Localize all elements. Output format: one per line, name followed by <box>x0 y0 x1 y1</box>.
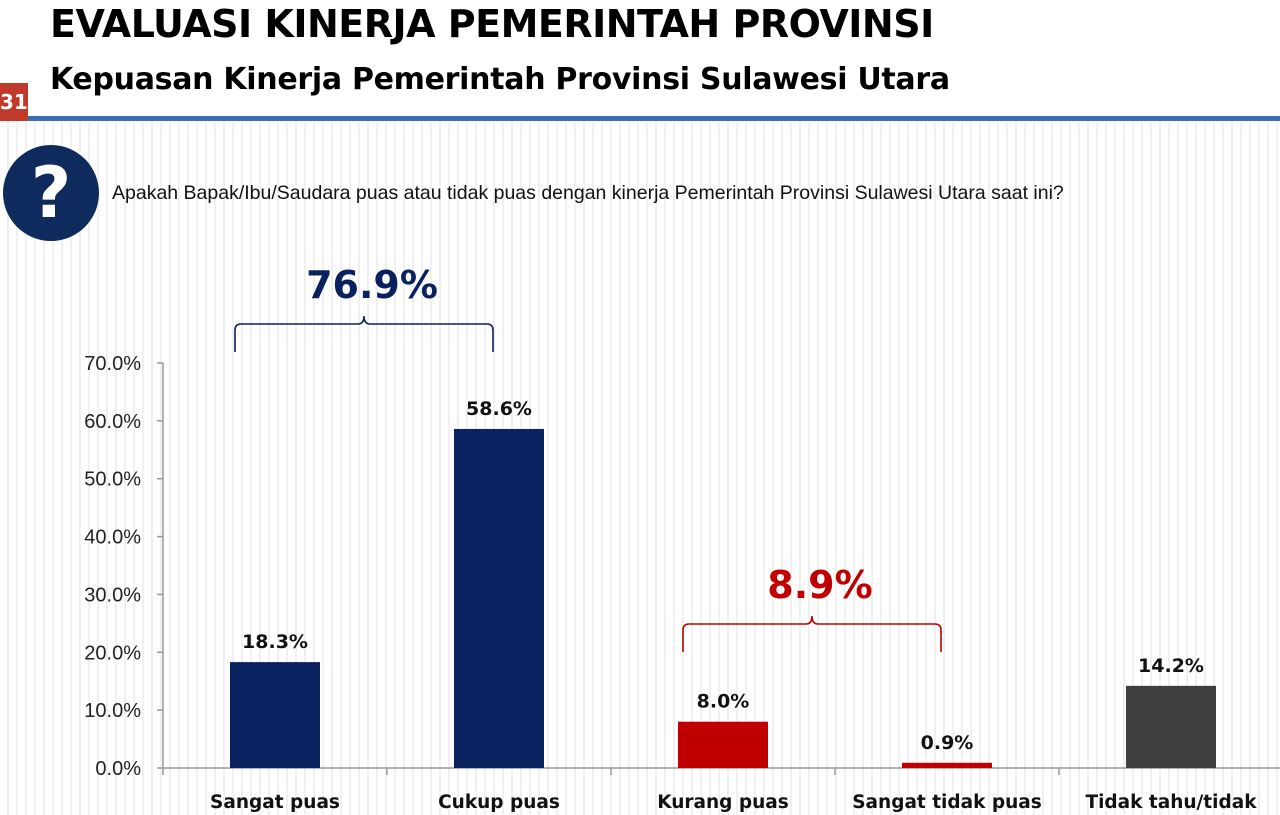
category-label: Cukup puas <box>438 792 560 813</box>
y-tick-label: 20.0% <box>84 642 141 664</box>
y-tick-label: 10.0% <box>84 700 141 722</box>
question-mark-icon: ? <box>3 145 99 241</box>
page-subtitle: Kepuasan Kinerja Pemerintah Provinsi Sul… <box>50 62 950 97</box>
category-label: Kurang puas <box>657 792 789 813</box>
survey-question: Apakah Bapak/Ibu/Saudara puas atau tidak… <box>112 182 1064 204</box>
category-label: Tidak tahu/tidak <box>1085 792 1257 813</box>
group-total-label: 8.9% <box>767 563 872 607</box>
data-label: 58.6% <box>466 398 532 420</box>
y-tick-label: 60.0% <box>84 411 141 433</box>
header-divider <box>28 116 1280 121</box>
data-label: 0.9% <box>921 732 974 754</box>
y-tick-label: 0.0% <box>95 758 141 780</box>
data-label: 14.2% <box>1138 655 1204 677</box>
group-total-label: 76.9% <box>306 263 438 307</box>
y-tick-label: 70.0% <box>84 353 141 375</box>
y-tick-label: 40.0% <box>84 527 141 549</box>
y-tick-label: 30.0% <box>84 584 141 606</box>
data-label: 18.3% <box>242 631 308 653</box>
category-label: Sangat puas <box>210 792 340 813</box>
group-bracket <box>234 315 494 352</box>
bar-sangat-puas <box>230 662 320 768</box>
page-number-badge: 31 <box>0 83 28 121</box>
data-label: 8.0% <box>697 691 750 713</box>
page-title: EVALUASI KINERJA PEMERINTAH PROVINSI <box>50 2 934 46</box>
header: EVALUASI KINERJA PEMERINTAH PROVINSI 31 … <box>0 0 1280 122</box>
bar-cukup-puas <box>454 428 544 768</box>
category-label: Sangat tidak puas <box>852 792 1042 813</box>
bar-sangat-tidak-puas <box>902 762 992 768</box>
bar-kurang-puas <box>678 721 768 768</box>
y-tick-label: 50.0% <box>84 469 141 491</box>
group-bracket <box>682 615 942 652</box>
bar-tidak-tahu-tidak <box>1126 685 1216 768</box>
